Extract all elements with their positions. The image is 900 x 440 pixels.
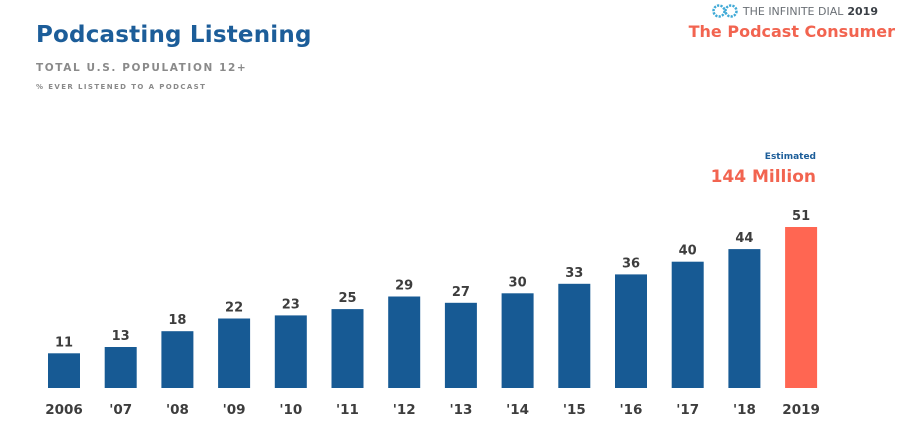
x-tick-label-11: '17 [676,402,699,418]
value-label-10: 36 [622,256,640,271]
infinity-icon [712,4,738,18]
x-tick-label-5: '11 [336,402,359,418]
value-label-13: 51 [792,209,810,224]
bars-group [48,227,818,388]
brand-header: THE INFINITE DIAL 2019 [711,3,878,19]
bar-3 [218,318,251,388]
bar-12 [728,249,761,388]
bar-2 [161,331,194,388]
bar-7 [444,302,477,388]
value-label-11: 40 [679,244,697,259]
bar-13 [785,227,818,388]
x-tick-label-1: '07 [109,402,132,418]
value-label-5: 25 [338,291,356,306]
bar-8 [501,293,534,388]
bar-4 [274,315,307,388]
chart-subtitle: TOTAL U.S. POPULATION 12+ [36,62,248,74]
x-tick-label-13: 2019 [782,402,820,418]
value-label-12: 44 [735,231,753,246]
chart-note: % EVER LISTENED TO A PODCAST [36,83,207,91]
annotation-total: 144 Million [711,167,816,187]
value-label-1: 13 [112,329,130,344]
value-label-3: 22 [225,301,243,316]
x-tick-label-3: '09 [223,402,246,418]
bar-0 [48,353,80,388]
value-label-9: 33 [565,266,583,281]
annotation-estimated: Estimated [765,152,816,162]
x-tick-label-10: '16 [620,402,643,418]
x-tick-label-0: 2006 [45,402,83,418]
x-tick-label-4: '10 [279,402,302,418]
brand-name: THE INFINITE DIAL [742,4,844,18]
value-label-4: 23 [282,297,300,312]
x-tick-labels-group: 2006 '07 '08 '09 '10 '11 '12 '13 '14 '15 '16 '17 '18… [45,402,820,418]
bar-11 [671,261,704,388]
value-label-0: 11 [55,335,73,350]
bar-9 [558,283,591,388]
value-labels-group: 11 13 18 22 23 25 29 27 30 33 36 40 44 51 [55,209,810,350]
brand-year: 2019 [847,4,878,18]
bar-10 [615,274,647,388]
value-label-8: 30 [509,275,527,290]
value-label-2: 18 [168,313,186,328]
report-title: The Podcast Consumer [688,22,895,41]
x-tick-label-7: '13 [449,402,472,418]
x-tick-label-9: '15 [563,402,586,418]
bar-6 [388,296,421,388]
bar-5 [331,309,364,388]
chart-title: Podcasting Listening [36,22,312,48]
x-tick-label-8: '14 [506,402,529,418]
value-label-7: 27 [452,285,470,300]
x-tick-label-2: '08 [166,402,189,418]
x-tick-label-12: '18 [733,402,756,418]
x-tick-label-6: '12 [393,402,416,418]
bar-1 [104,347,137,388]
value-label-6: 29 [395,279,413,294]
